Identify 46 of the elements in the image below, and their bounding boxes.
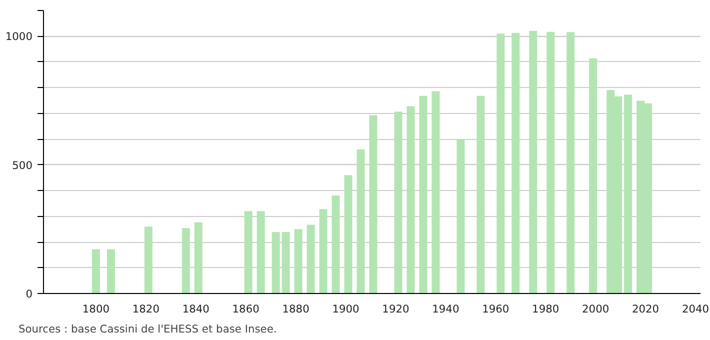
x-tick-label: 2020 (632, 302, 660, 316)
bar (182, 228, 190, 294)
bar (566, 32, 575, 294)
bar (194, 222, 202, 294)
bar (394, 112, 402, 294)
x-tick-label: 1900 (332, 302, 360, 316)
bar (589, 58, 598, 294)
source-note: Sources : base Cassini de l'EHESS et base Insee. (18, 322, 277, 336)
bar (419, 96, 428, 294)
x-tick-label: 1960 (482, 302, 510, 316)
bar (144, 226, 152, 294)
bar (294, 229, 302, 294)
x-tick-label: 1860 (232, 302, 260, 316)
bar (624, 94, 632, 294)
bar (256, 211, 265, 294)
x-tick-label: 1980 (532, 302, 560, 316)
y-tick-label: 0 (26, 288, 33, 300)
x-tick-label: 2000 (582, 302, 610, 316)
bar (529, 30, 538, 294)
bar (406, 106, 415, 294)
bar (456, 139, 465, 294)
x-tick-label: 2040 (682, 302, 710, 316)
x-tick-label: 1800 (82, 302, 110, 316)
bar (332, 195, 340, 294)
bar (282, 232, 290, 294)
bar (319, 209, 328, 294)
bar (432, 91, 440, 294)
y-tick-label: 1000 (5, 30, 33, 44)
x-tick-label: 1920 (382, 302, 410, 316)
bar (344, 175, 352, 294)
bar (306, 224, 315, 294)
bar (272, 232, 280, 294)
bar (476, 96, 485, 294)
bar (92, 249, 100, 294)
x-tick-label: 1880 (282, 302, 310, 316)
bar (356, 149, 365, 294)
bar (496, 34, 505, 294)
x-tick-label: 1940 (432, 302, 460, 316)
bar (512, 32, 520, 294)
bar (244, 211, 252, 294)
x-tick-label: 1840 (182, 302, 210, 316)
bar (369, 115, 378, 294)
x-tick-label: 1820 (132, 302, 160, 316)
y-tick-label: 500 (12, 158, 33, 172)
bar (546, 32, 555, 294)
bar (106, 249, 115, 294)
